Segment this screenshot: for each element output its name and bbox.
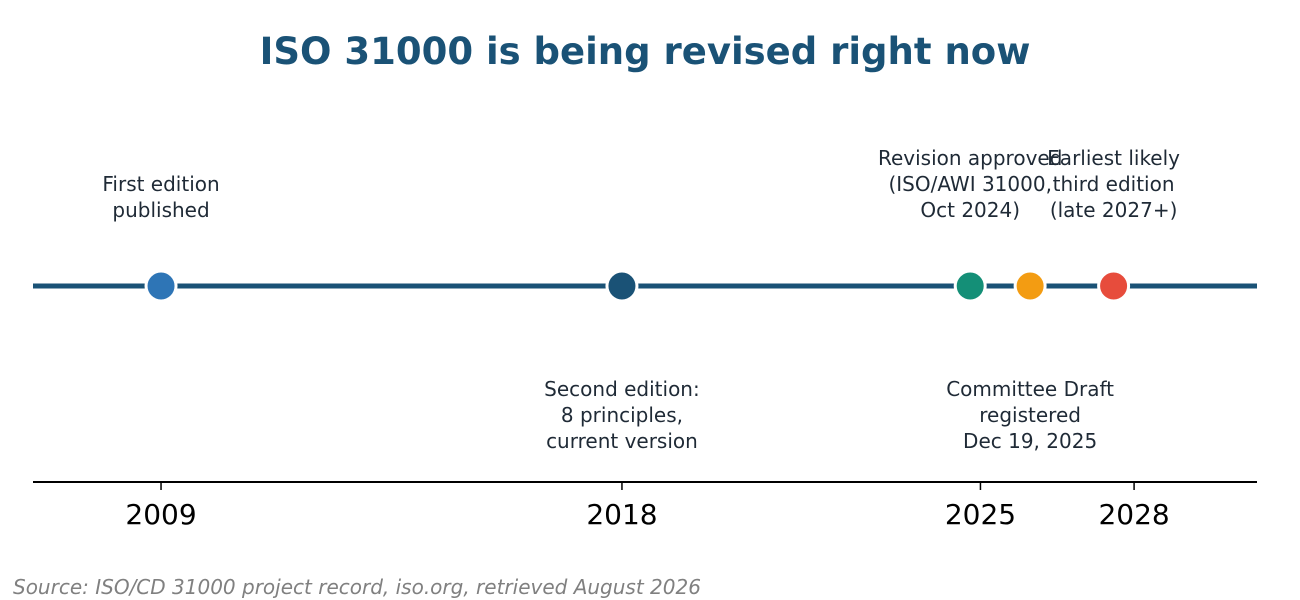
chart-title: ISO 31000 is being revised right now — [260, 30, 1031, 73]
timeline-layer: First edition published Second edition: 8 p… — [33, 146, 1257, 453]
x-tick-label: 2028 — [1098, 498, 1169, 531]
event-label-line: (ISO/AWI 31000, — [888, 172, 1051, 196]
event-label-line: Committee Draft — [946, 377, 1114, 401]
x-tick-label: 2018 — [586, 498, 657, 531]
event-label-line: third edition — [1053, 172, 1175, 196]
event-label-line: First edition — [102, 172, 219, 196]
event-label-line: Earliest likely — [1047, 146, 1180, 170]
event-label-line: current version — [546, 429, 698, 453]
event-marker — [1097, 269, 1131, 303]
event-marker — [953, 269, 987, 303]
event-label-line: published — [112, 198, 209, 222]
event-label: Committee Draft registered Dec 19, 2025 — [946, 377, 1114, 453]
event-marker — [1013, 269, 1047, 303]
event-label-line: 8 principles, — [561, 403, 683, 427]
event-label-line: Second edition: — [544, 377, 700, 401]
event-marker — [144, 269, 178, 303]
source-note: Source: ISO/CD 31000 project record, iso… — [13, 575, 701, 599]
event-label: Earliest likely third edition (late 2027+) — [1047, 146, 1180, 222]
x-axis: 2009 2018 2025 2028 — [33, 481, 1257, 531]
event-label: Second edition: 8 principles, current vers… — [544, 377, 700, 453]
event-label-line: registered — [979, 403, 1081, 427]
event-label: First edition published — [102, 172, 219, 222]
x-tick-label: 2009 — [125, 498, 196, 531]
event-label: Revision approved (ISO/AWI 31000, Oct 2024… — [878, 146, 1062, 222]
event-label-line: (late 2027+) — [1050, 198, 1178, 222]
event-label-line: Dec 19, 2025 — [963, 429, 1097, 453]
event-label-line: Oct 2024) — [920, 198, 1020, 222]
event-marker — [605, 269, 639, 303]
event-label-line: Revision approved — [878, 146, 1062, 170]
x-tick-label: 2025 — [945, 498, 1016, 531]
